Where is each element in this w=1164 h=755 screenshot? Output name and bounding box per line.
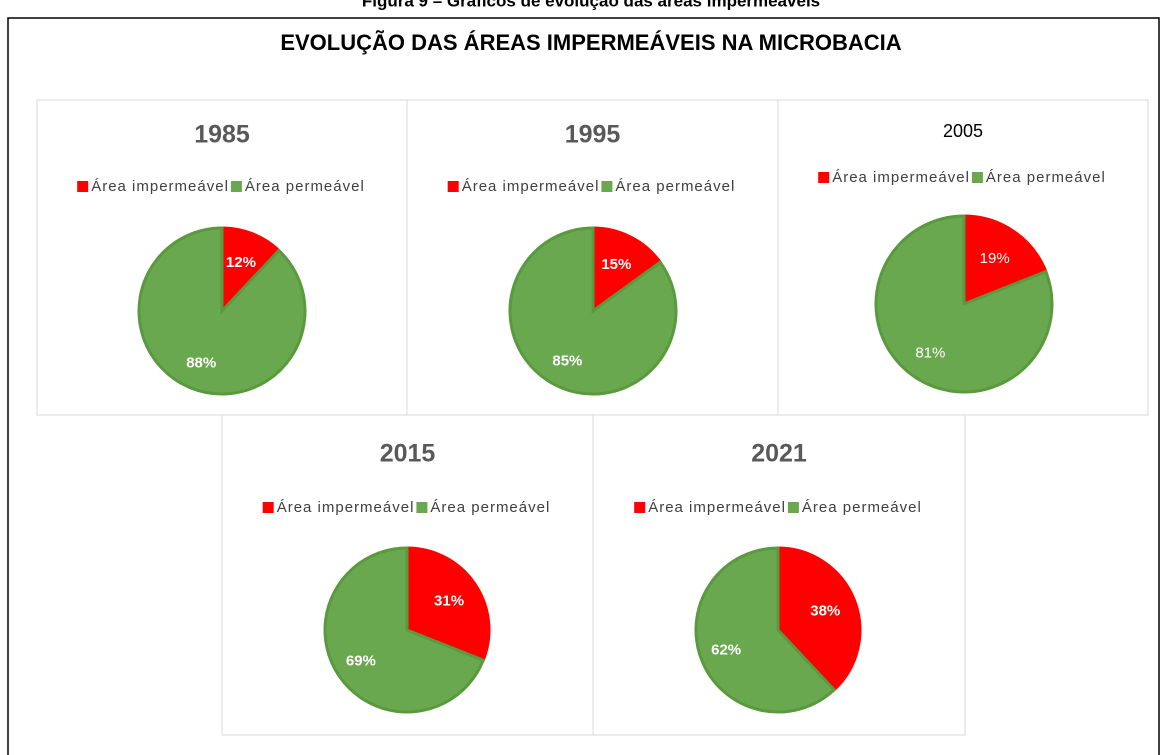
legend-swatch bbox=[634, 502, 646, 513]
legend-swatch bbox=[971, 172, 983, 183]
frame bbox=[7, 17, 1160, 755]
chart-title: 2005 bbox=[943, 121, 983, 141]
legend: Área impermeável Área permeável bbox=[77, 178, 365, 195]
legend-swatch bbox=[818, 172, 830, 183]
pie-slice bbox=[405, 546, 491, 663]
main-title: EVOLUÇÃO DAS ÁREAS IMPERMEÁVEIS NA MICRO… bbox=[280, 30, 901, 55]
legend-swatch bbox=[230, 181, 242, 192]
legend-label: Área permeável bbox=[802, 499, 922, 516]
legend-label: Área impermeável bbox=[648, 499, 786, 516]
caption: Figura 9 – Gráficos de evolução das área… bbox=[362, 0, 820, 10]
pie-slice bbox=[694, 546, 837, 714]
legend-swatch bbox=[416, 502, 428, 513]
data-label: 19% bbox=[980, 250, 1010, 267]
pie-slice bbox=[962, 214, 1048, 307]
legend-label: Área permeável bbox=[245, 178, 365, 195]
pie-slice bbox=[137, 226, 307, 396]
data-label: 62% bbox=[711, 641, 741, 658]
data-label: 12% bbox=[226, 254, 256, 271]
data-label: 15% bbox=[601, 256, 631, 273]
legend-label: Área permeável bbox=[430, 499, 550, 516]
legend-label: Área permeável bbox=[615, 178, 735, 195]
pie-slice bbox=[323, 546, 486, 714]
chart-title: 2021 bbox=[751, 440, 807, 468]
pie-slice bbox=[874, 214, 1054, 394]
legend-swatch bbox=[601, 181, 613, 192]
chart-title: 1985 bbox=[194, 121, 250, 149]
legend: Área impermeável Área permeável bbox=[262, 499, 550, 516]
legend-swatch bbox=[787, 502, 799, 513]
legend-swatch bbox=[262, 502, 274, 513]
legend-label: Área impermeável bbox=[91, 178, 229, 195]
legend-label: Área permeável bbox=[986, 169, 1106, 186]
data-label: 31% bbox=[434, 592, 464, 609]
legend: Área impermeável Área permeável bbox=[818, 169, 1106, 186]
chart-title: 1995 bbox=[565, 121, 621, 149]
data-label: 88% bbox=[186, 354, 216, 371]
legend-label: Área impermeável bbox=[277, 499, 415, 516]
pie-slice bbox=[591, 226, 663, 314]
legend-label: Área impermeável bbox=[832, 169, 970, 186]
data-label: 81% bbox=[915, 344, 945, 361]
data-label: 38% bbox=[810, 602, 840, 619]
legend-swatch bbox=[447, 181, 459, 192]
legend: Área impermeável Área permeável bbox=[447, 178, 735, 195]
legend: Área impermeável Área permeável bbox=[634, 499, 922, 516]
data-label: 85% bbox=[552, 352, 582, 369]
data-label: 69% bbox=[346, 652, 376, 669]
chart-title: 2015 bbox=[380, 440, 436, 468]
pie-slice bbox=[508, 226, 678, 396]
pie-slice bbox=[776, 546, 862, 692]
legend-swatch bbox=[77, 181, 89, 192]
legend-label: Área impermeável bbox=[462, 178, 600, 195]
